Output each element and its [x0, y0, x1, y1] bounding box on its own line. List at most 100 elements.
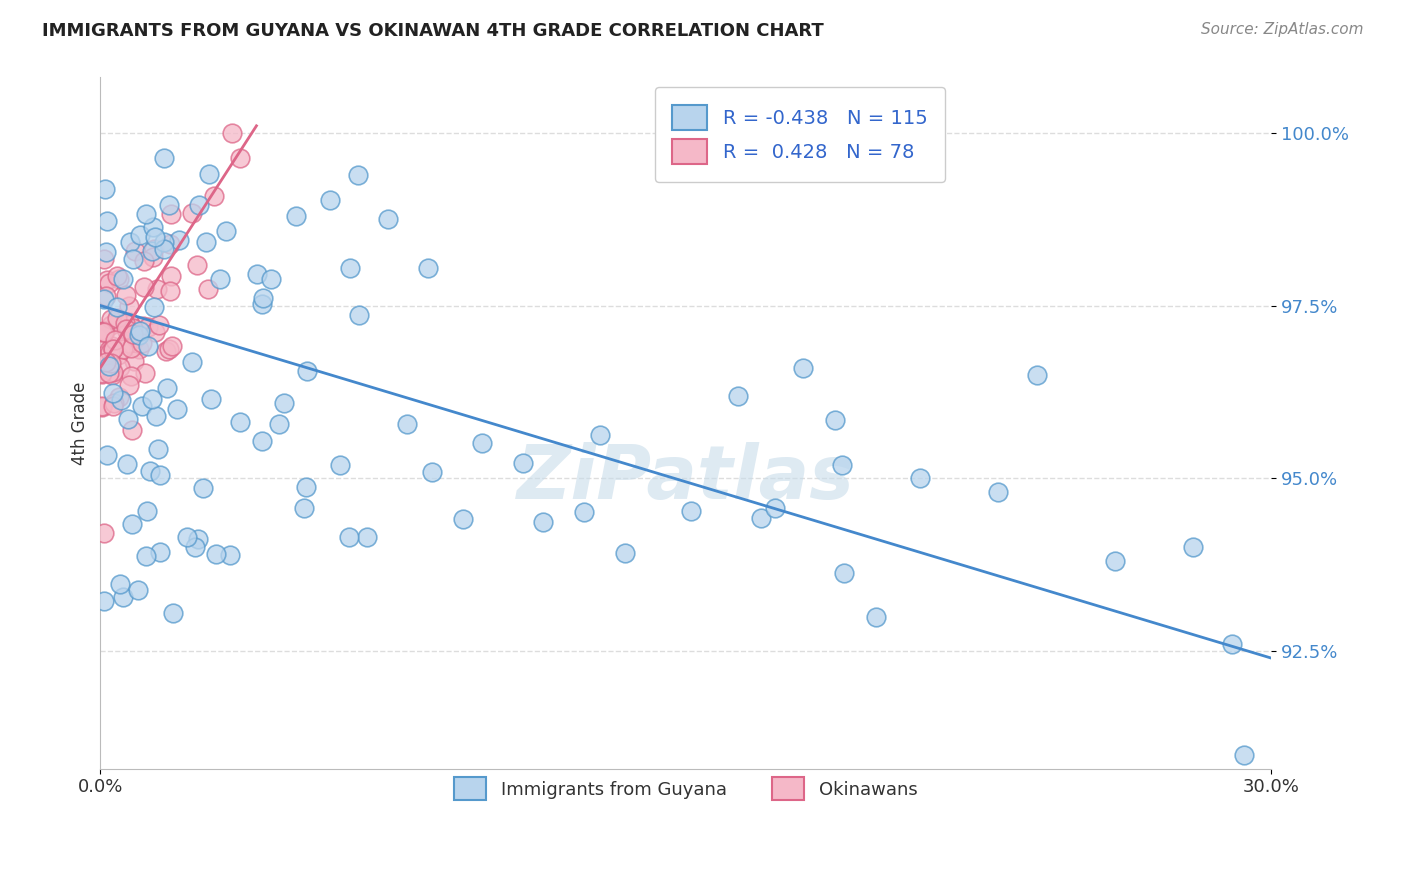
- Point: [142, 242, 165, 256]
- Point: [200, 392, 222, 406]
- Point: [132, 319, 155, 334]
- Point: [118, 235, 141, 250]
- Point: [98, 366, 121, 380]
- Point: [205, 547, 228, 561]
- Point: [111, 343, 134, 357]
- Point: [131, 336, 153, 351]
- Point: [339, 531, 361, 545]
- Point: [273, 396, 295, 410]
- Point: [453, 512, 475, 526]
- Point: [117, 323, 139, 337]
- Point: [98, 345, 121, 359]
- Point: [121, 321, 143, 335]
- Text: IMMIGRANTS FROM GUYANA VS OKINAWAN 4TH GRADE CORRELATION CHART: IMMIGRANTS FROM GUYANA VS OKINAWAN 4TH G…: [42, 22, 824, 40]
- Point: [681, 504, 703, 518]
- Point: [572, 505, 595, 519]
- Point: [149, 545, 172, 559]
- Point: [91, 331, 114, 345]
- Point: [143, 300, 166, 314]
- Point: [108, 390, 131, 404]
- Point: [159, 207, 181, 221]
- Point: [94, 325, 117, 339]
- Point: [531, 516, 554, 530]
- Point: [142, 220, 165, 235]
- Point: [101, 399, 124, 413]
- Point: [142, 250, 165, 264]
- Point: [865, 609, 887, 624]
- Point: [96, 273, 118, 287]
- Point: [128, 327, 150, 342]
- Point: [107, 300, 129, 314]
- Point: [122, 354, 145, 368]
- Y-axis label: 4th Grade: 4th Grade: [72, 382, 89, 465]
- Point: [94, 288, 117, 302]
- Point: [96, 245, 118, 260]
- Point: [512, 456, 534, 470]
- Point: [749, 511, 772, 525]
- Point: [176, 530, 198, 544]
- Point: [356, 530, 378, 544]
- Point: [339, 260, 361, 275]
- Point: [319, 193, 342, 207]
- Point: [420, 465, 443, 479]
- Point: [104, 333, 127, 347]
- Point: [100, 311, 122, 326]
- Point: [107, 347, 129, 361]
- Point: [100, 318, 122, 332]
- Point: [229, 151, 252, 165]
- Point: [157, 342, 180, 356]
- Point: [153, 235, 176, 249]
- Point: [155, 343, 177, 358]
- Point: [141, 244, 163, 258]
- Point: [987, 485, 1010, 500]
- Point: [91, 368, 114, 382]
- Point: [792, 360, 814, 375]
- Point: [166, 402, 188, 417]
- Point: [101, 343, 124, 357]
- Point: [120, 369, 142, 384]
- Point: [134, 280, 156, 294]
- Point: [117, 335, 139, 350]
- Point: [229, 415, 252, 429]
- Point: [93, 293, 115, 307]
- Point: [94, 182, 117, 196]
- Point: [110, 393, 132, 408]
- Text: ZiPatlas: ZiPatlas: [517, 442, 855, 515]
- Point: [124, 244, 146, 258]
- Point: [107, 272, 129, 286]
- Legend: Immigrants from Guyana, Okinawans: Immigrants from Guyana, Okinawans: [440, 763, 932, 815]
- Point: [295, 364, 318, 378]
- Point: [1104, 554, 1126, 568]
- Point: [1182, 541, 1205, 555]
- Point: [115, 288, 138, 302]
- Point: [186, 258, 208, 272]
- Point: [118, 299, 141, 313]
- Point: [215, 224, 238, 238]
- Point: [191, 481, 214, 495]
- Point: [103, 342, 125, 356]
- Point: [396, 417, 419, 431]
- Point: [101, 339, 124, 353]
- Point: [121, 516, 143, 531]
- Point: [97, 359, 120, 374]
- Point: [1220, 637, 1243, 651]
- Point: [138, 320, 160, 334]
- Point: [96, 448, 118, 462]
- Point: [101, 365, 124, 379]
- Point: [115, 457, 138, 471]
- Point: [727, 389, 749, 403]
- Point: [329, 458, 352, 472]
- Point: [202, 189, 225, 203]
- Point: [129, 324, 152, 338]
- Point: [160, 339, 183, 353]
- Point: [94, 351, 117, 365]
- Point: [197, 282, 219, 296]
- Point: [763, 501, 786, 516]
- Point: [187, 532, 209, 546]
- Point: [117, 412, 139, 426]
- Point: [149, 468, 172, 483]
- Point: [93, 252, 115, 267]
- Point: [195, 235, 218, 249]
- Point: [295, 480, 318, 494]
- Point: [108, 359, 131, 374]
